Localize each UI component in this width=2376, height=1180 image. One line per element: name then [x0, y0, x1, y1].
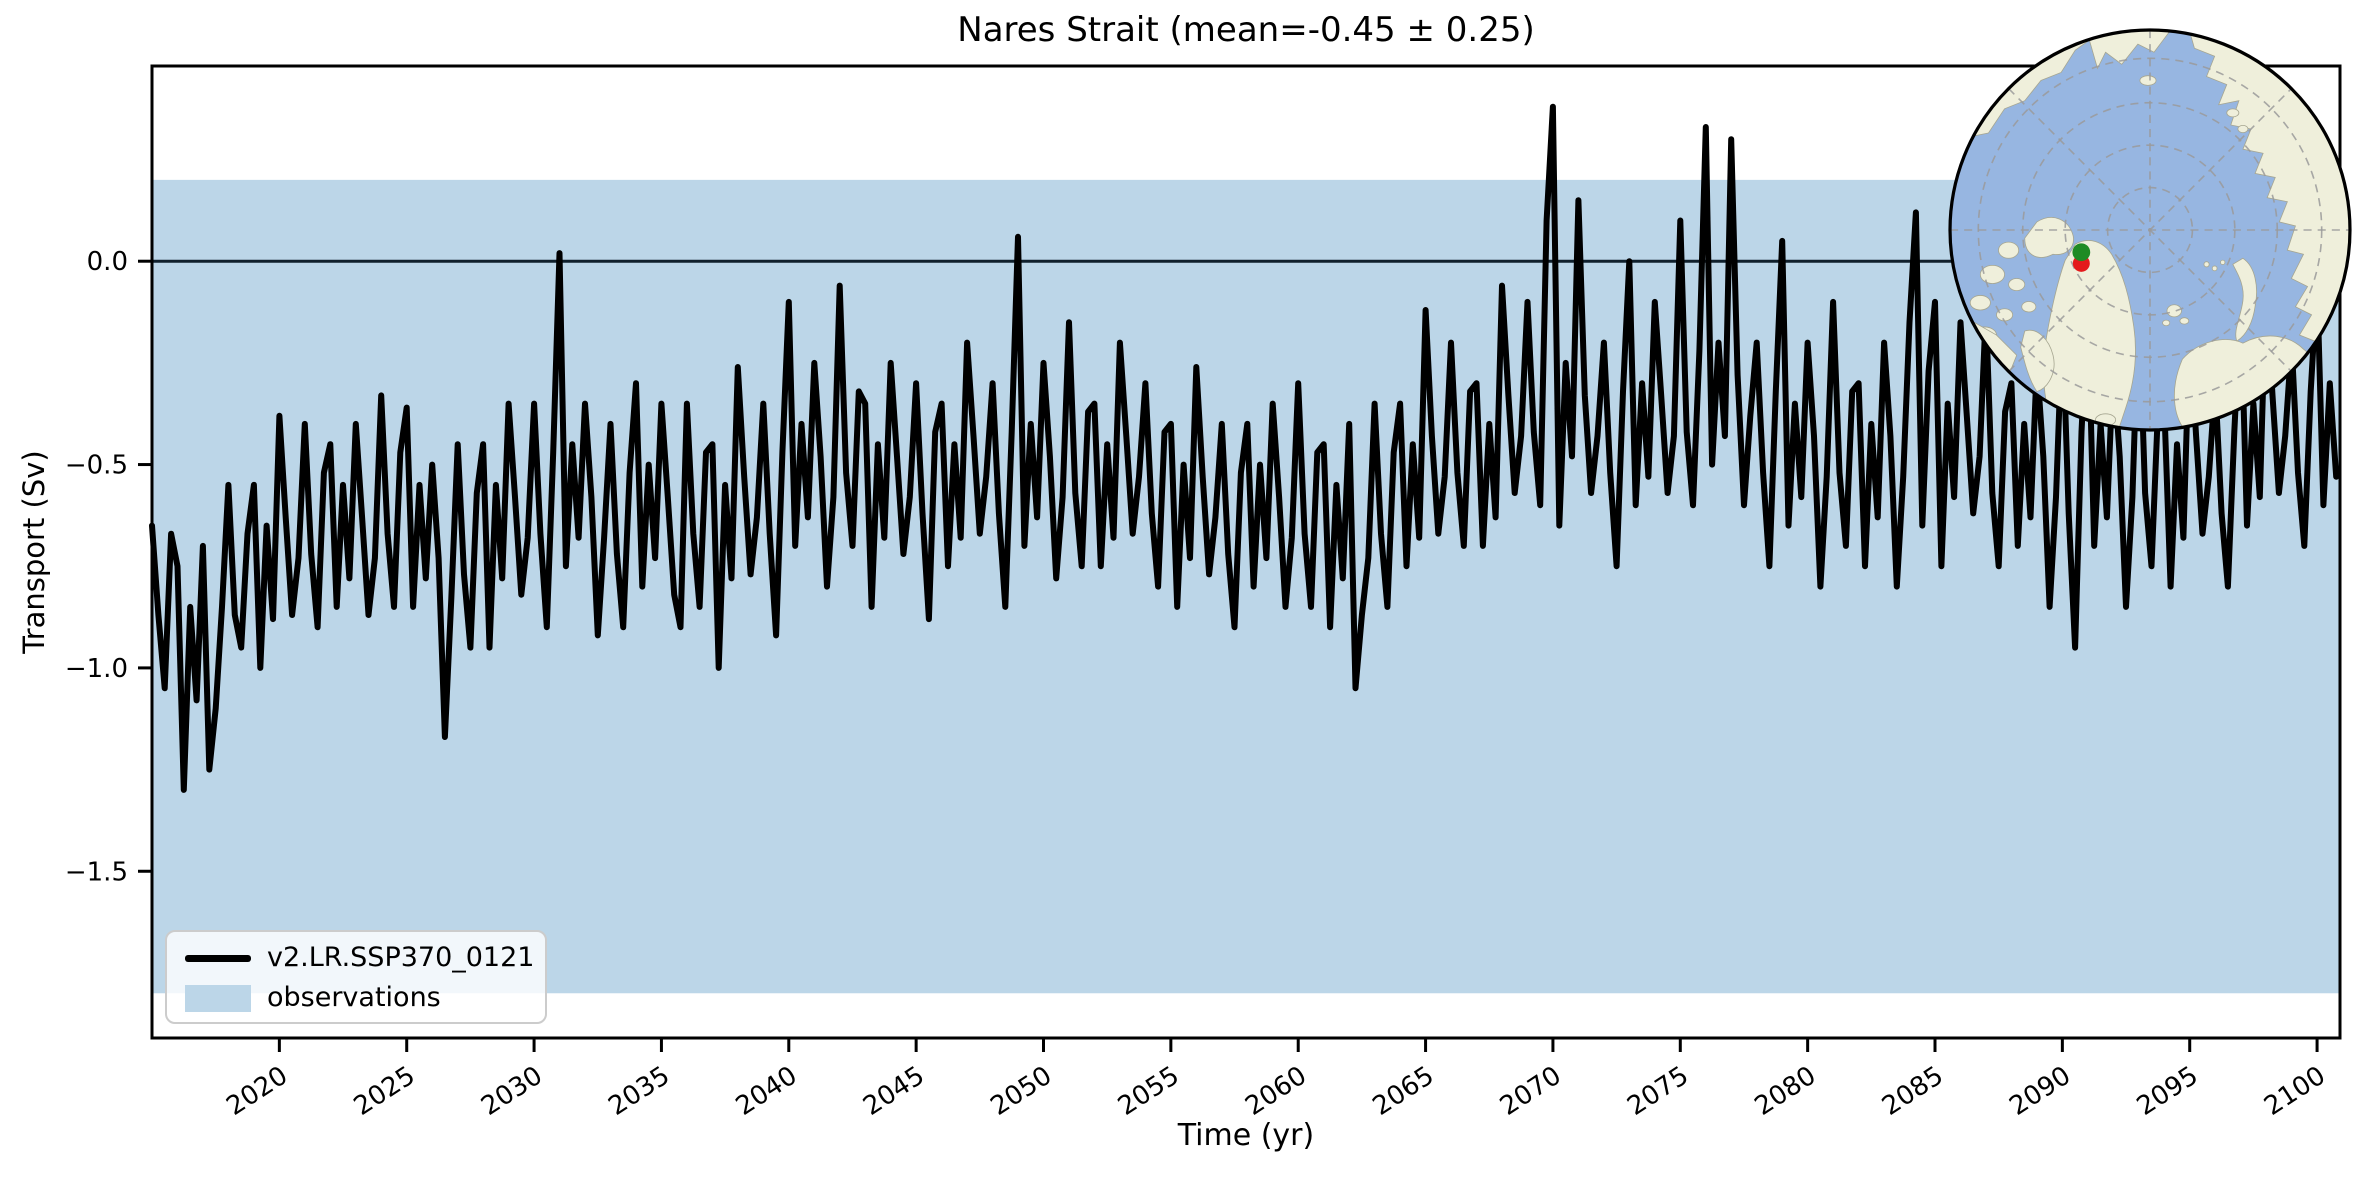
map-land-greenland — [2042, 240, 2136, 430]
y-tick-label: −1.5 — [65, 857, 128, 887]
legend-band-swatch — [185, 984, 251, 1012]
x-tick-label: 2080 — [1750, 1061, 1822, 1122]
y-tick-label: 0.0 — [87, 247, 128, 277]
map-island-franz-josef2 — [2211, 265, 2218, 272]
x-axis-ticks: 2020 2025 2030 2035 2040 2045 2050 2055 2060 2065… — [221, 1038, 2331, 1122]
map-island-franz-josef3 — [2220, 259, 2226, 265]
x-tick-label: 2030 — [476, 1061, 548, 1122]
x-axis-label: Time (yr) — [1177, 1118, 1315, 1153]
map-island-archipelago4 — [1969, 295, 1991, 311]
legend-band-label: observations — [267, 982, 441, 1013]
map-island-svalbard — [2166, 304, 2182, 318]
x-tick-label: 2025 — [349, 1061, 421, 1122]
legend-series-label: v2.LR.SSP370_0121 — [267, 942, 535, 973]
map-island-archipelago6 — [2021, 301, 2037, 313]
x-tick-label: 2085 — [1877, 1061, 1949, 1122]
x-tick-label: 2095 — [2132, 1061, 2204, 1122]
y-tick-label: −0.5 — [65, 451, 128, 481]
x-tick-label: 2050 — [985, 1061, 1057, 1122]
map-land-ellesmere — [2024, 217, 2074, 258]
plot-frame — [150, 64, 2342, 1040]
x-tick-label: 2070 — [1495, 1061, 1567, 1122]
legend-line-swatch — [185, 954, 251, 962]
legend: v2.LR.SSP370_0121 observations — [165, 930, 547, 1024]
x-tick-label: 2100 — [2259, 1061, 2331, 1122]
map-border — [1948, 28, 2352, 432]
x-tick-label: 2065 — [1368, 1061, 1440, 1122]
x-tick-label: 2055 — [1113, 1061, 1185, 1122]
y-axis-ticks: 0.0 −0.5 −1.0 −1.5 — [65, 247, 152, 887]
legend-entry-series: v2.LR.SSP370_0121 — [185, 942, 545, 974]
transport-line — [149, 103, 2340, 793]
map-island-svalbard3 — [2162, 319, 2171, 327]
x-tick-label: 2060 — [1240, 1061, 1312, 1122]
x-tick-label: 2090 — [2004, 1061, 2076, 1122]
map-island-wrangel — [2139, 75, 2157, 86]
x-tick-label: 2035 — [603, 1061, 675, 1122]
map-island-archipelago2 — [1979, 264, 2005, 284]
map-island-archipelago1 — [1998, 241, 2020, 259]
map-island-svalbard2 — [2179, 317, 2190, 325]
x-tick-label: 2075 — [1622, 1061, 1694, 1122]
map-island-severnaya2 — [2237, 124, 2249, 134]
map-island-baffin — [2020, 329, 2055, 393]
x-tick-label: 2040 — [731, 1061, 803, 1122]
map-graticule — [1950, 30, 2350, 430]
marker-green — [2072, 243, 2091, 262]
chart-title: Nares Strait (mean=-0.45 ± 0.25) — [957, 10, 1535, 50]
map-island-severnaya — [2226, 108, 2240, 118]
legend-entry-observations: observations — [185, 982, 545, 1014]
x-tick-label: 2045 — [858, 1061, 930, 1122]
map-land-scandinavia — [2173, 335, 2321, 430]
x-tick-label: 2020 — [221, 1061, 293, 1122]
inset-map — [1948, 28, 2352, 432]
map-island-franz-josef — [2203, 261, 2210, 268]
y-tick-label: −1.0 — [65, 654, 128, 684]
map-island-archipelago3 — [2008, 278, 2026, 292]
y-axis-label: Transport (Sv) — [17, 450, 51, 654]
